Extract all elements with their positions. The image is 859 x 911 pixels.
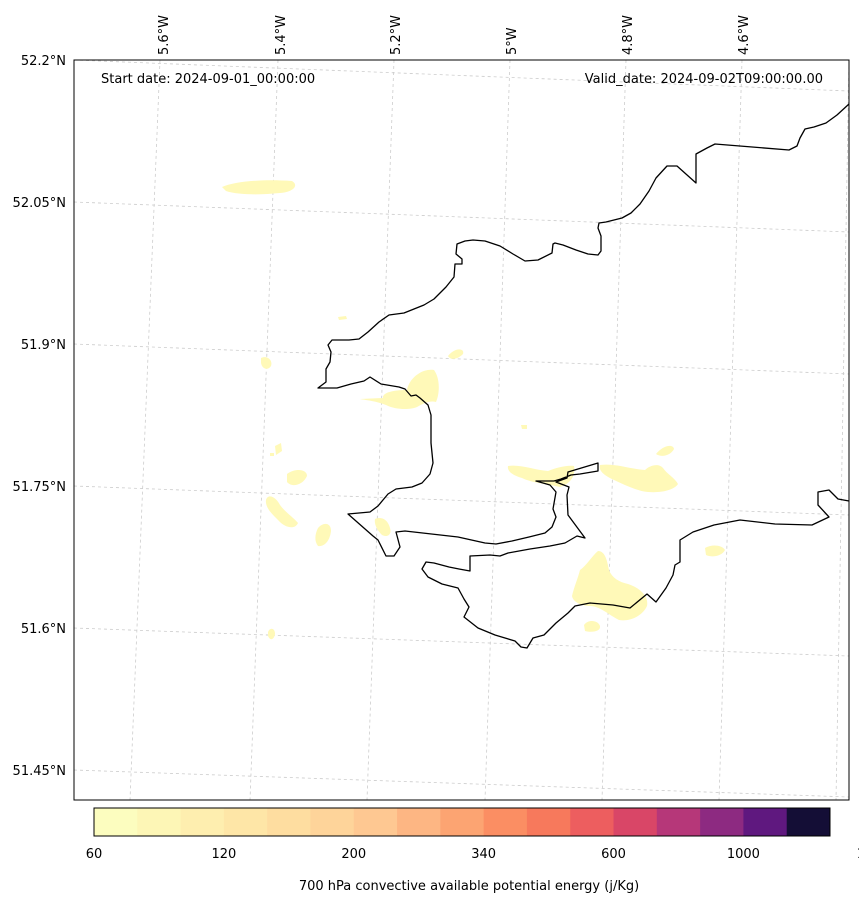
colorbar-swatch: [700, 808, 744, 836]
lat-label: 52.2°N: [21, 54, 66, 69]
cape-patch: [265, 496, 298, 528]
colorbar-swatch: [223, 808, 268, 836]
colorbar: [94, 808, 831, 836]
colorbar-swatch: [526, 808, 571, 836]
lon-label: 4.6°W: [737, 15, 752, 55]
lat-label: 51.6°N: [21, 622, 66, 637]
start-date-label: Start date: 2024-09-01_00:00:00: [101, 72, 315, 87]
colorbar-tick-label: 340: [471, 847, 496, 862]
colorbar-swatch: [786, 808, 831, 836]
colorbar-swatch: [267, 808, 311, 836]
colorbar-tick-label: 200: [341, 847, 366, 862]
gridline-lon-4.4w: [835, 59, 850, 801]
cape-patch: [261, 357, 272, 369]
cape-patch: [275, 443, 282, 455]
colorbar-swatch: [397, 808, 441, 836]
gridlines: [73, 59, 850, 801]
lat-label: 52.05°N: [13, 196, 66, 211]
cape-patch: [270, 453, 274, 456]
valid-date-label: Valid_date: 2024-09-02T09:00:00.00: [585, 72, 823, 87]
cape-patch: [507, 465, 575, 487]
colorbar-swatch: [353, 808, 398, 836]
cape-patch: [268, 628, 275, 640]
gridline-lon-5w: [484, 59, 511, 801]
cape-patch: [338, 316, 347, 320]
gridline-lon-5.6w: [129, 59, 161, 801]
cape-patch: [599, 464, 678, 493]
colorbar-tick-label: 60: [86, 847, 103, 862]
gridline-lat-51.45n: [73, 769, 850, 798]
colorbar-swatch: [180, 808, 225, 836]
colorbar-tick-label: 120: [211, 847, 236, 862]
cape-patch: [374, 518, 391, 537]
colorbar-swatch: [94, 808, 138, 836]
cape-patch: [287, 470, 307, 486]
colorbar-ticks: 60 120 200 340 600 1000 1750: [86, 847, 859, 862]
colorbar-swatch: [656, 808, 701, 836]
colorbar-tick-label: 600: [601, 847, 626, 862]
coastline: [317, 103, 850, 649]
colorbar-tick-label: 1750: [857, 847, 859, 862]
lon-label: 4.8°W: [621, 15, 636, 55]
gridline-lat-51.75n: [73, 485, 850, 516]
colorbar-frame: [93, 807, 831, 837]
colorbar-swatch: [483, 808, 528, 836]
cape-patch: [656, 445, 674, 456]
colorbar-swatch: [137, 808, 182, 836]
colorbar-swatch: [570, 808, 615, 836]
gridline-lat-52.05n: [73, 201, 850, 233]
colorbar-label: 700 hPa convective available potential e…: [299, 879, 639, 894]
map-frame: [73, 59, 850, 801]
gridline-lon-4.6w: [718, 59, 743, 801]
lon-label: 5.4°W: [274, 15, 289, 55]
cape-patch: [360, 369, 439, 410]
gridline-lon-5.4w: [249, 59, 279, 801]
colorbar-tick-label: 1000: [727, 847, 760, 862]
cape-contours: [222, 180, 725, 640]
lon-label: 5°W: [505, 27, 520, 55]
cape-patch: [315, 523, 331, 547]
cape-patch: [705, 545, 725, 557]
colorbar-swatch: [310, 808, 355, 836]
cape-patch: [572, 551, 648, 621]
cape-patch: [521, 425, 527, 429]
gridline-lon-5.2w: [366, 59, 395, 801]
lat-label: 51.75°N: [13, 480, 66, 495]
lon-label: 5.2°W: [389, 15, 404, 55]
gridline-lon-4.8w: [601, 59, 627, 801]
cape-patch: [448, 349, 464, 359]
lat-label: 51.45°N: [13, 764, 66, 779]
colorbar-swatch: [743, 808, 788, 836]
cape-patch: [584, 620, 601, 632]
colorbar-swatch: [440, 808, 485, 836]
lat-label: 51.9°N: [21, 338, 66, 353]
gridline-lat-51.6n: [73, 627, 850, 657]
cape-patch: [222, 180, 296, 195]
colorbar-swatch: [613, 808, 658, 836]
lon-label: 5.6°W: [157, 15, 172, 55]
